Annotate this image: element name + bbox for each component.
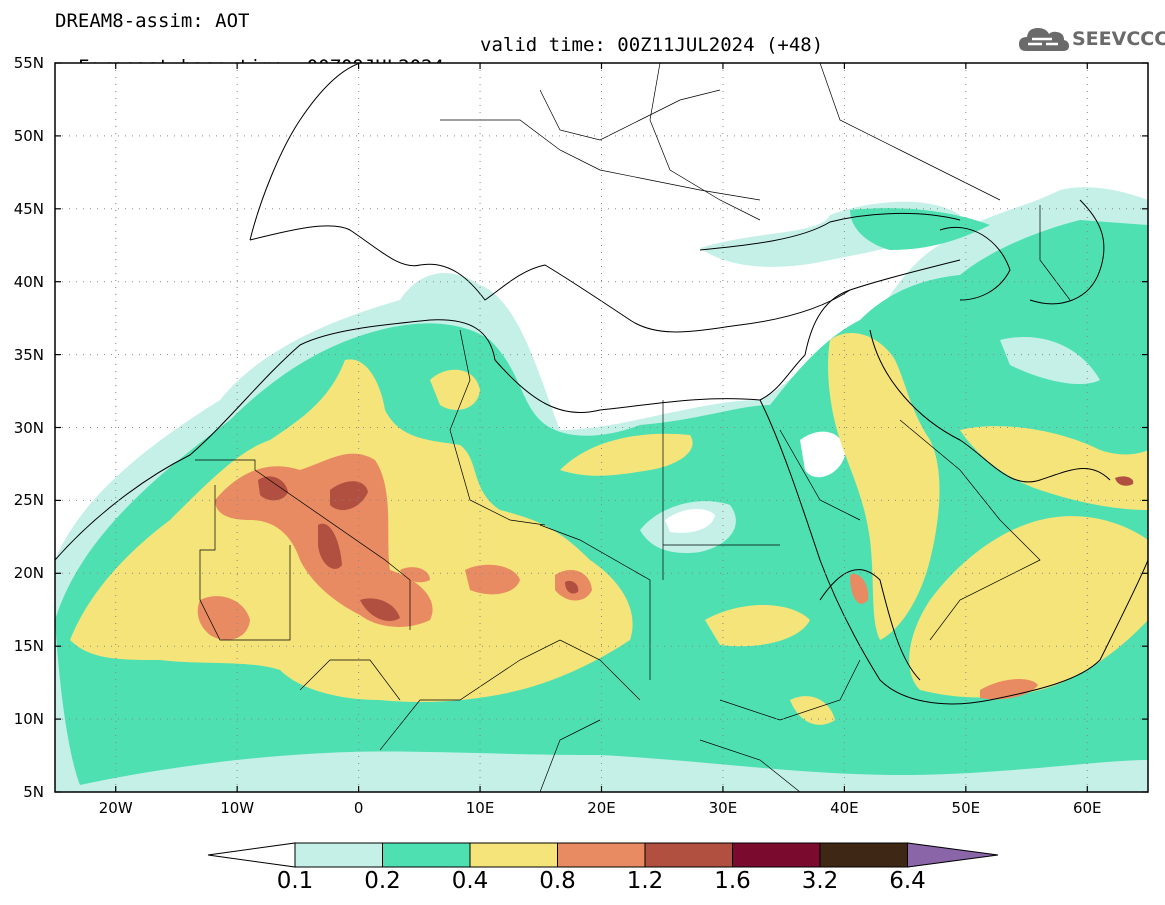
lat-label: 30N: [13, 418, 44, 437]
lon-label: 10W: [220, 799, 255, 817]
colorbar-label: 0.8: [539, 868, 576, 894]
lat-label: 25N: [13, 491, 44, 510]
colorbar-swatch: [294, 842, 383, 868]
cloud-icon: [1019, 28, 1069, 51]
seevccc-logo: SEEVCCC: [1018, 24, 1165, 54]
lat-label: 40N: [13, 272, 44, 291]
colorbar-label: 1.6: [714, 868, 751, 894]
colorbar-label: 1.2: [626, 868, 664, 894]
coastlines: [55, 63, 1148, 705]
lon-label: 40E: [830, 799, 859, 817]
aot-field-1.2: [258, 476, 1134, 621]
lon-label: 10E: [465, 799, 495, 817]
lon-label: 30E: [708, 799, 738, 817]
colorbar-label: 0.1: [276, 868, 314, 894]
logo-text: SEEVCCC: [1072, 28, 1165, 50]
lon-label: 20W: [98, 799, 133, 817]
aot-clear-areas: [640, 336, 1100, 554]
map-title: DREAM8-assim: AOT: [55, 10, 250, 32]
colorbar-label: 0.2: [364, 868, 401, 894]
lon-label: 20E: [587, 799, 616, 817]
colorbar-swatch: [557, 842, 646, 868]
lat-label: 15N: [13, 637, 44, 656]
lon-label: 0: [353, 799, 364, 817]
colorbar-swatch: [469, 842, 558, 868]
aot-colorbar: [207, 842, 999, 868]
colorbar-swatch: [732, 842, 821, 868]
country-borders: [195, 63, 1071, 792]
colorbar-lower-arrow: [207, 842, 296, 868]
colorbar-label: 0.4: [451, 868, 489, 894]
lat-label: 35N: [13, 345, 44, 364]
lon-label: 60E: [1072, 799, 1102, 817]
lat-label: 10N: [13, 710, 44, 729]
lon-label: 50E: [951, 799, 981, 817]
lat-label: 5N: [23, 783, 44, 801]
axis-ticks: [55, 62, 1148, 793]
colorbar-swatch: [819, 842, 908, 868]
lat-lon-grid: [55, 63, 1148, 792]
lat-label: 55N: [13, 54, 44, 72]
colorbar-swatch: [382, 842, 471, 868]
colorbar-upper-arrow: [907, 842, 999, 868]
colorbar-swatch: [644, 842, 733, 868]
lat-label: 50N: [13, 126, 44, 145]
valid-time-label: valid time: 00Z11JUL2024 (+48): [480, 34, 824, 56]
colorbar-label: 3.2: [801, 868, 839, 894]
lat-label: 45N: [13, 199, 44, 218]
lat-label: 20N: [13, 564, 44, 583]
colorbar-label: 6.4: [889, 868, 926, 894]
